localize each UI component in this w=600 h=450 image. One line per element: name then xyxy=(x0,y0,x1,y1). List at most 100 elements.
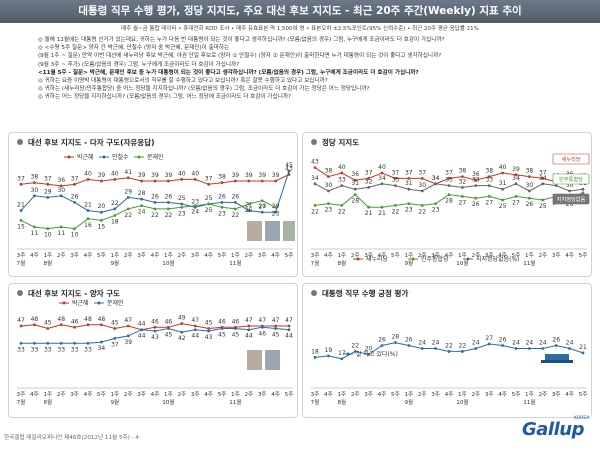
data-label: 47 xyxy=(191,317,199,324)
data-point xyxy=(100,210,103,214)
data-point xyxy=(180,322,184,325)
blue-house-icon xyxy=(545,354,569,360)
data-label: 33 xyxy=(57,346,65,353)
data-point xyxy=(153,179,157,183)
x-tick-label: 2주 xyxy=(471,391,480,398)
data-label: 36 xyxy=(351,171,359,178)
data-label: 43 xyxy=(151,334,159,341)
data-label: 25 xyxy=(539,203,547,210)
month-label: 11월 xyxy=(523,259,535,267)
data-point xyxy=(46,196,50,199)
data-label: 39 xyxy=(512,166,520,173)
data-label: 37 xyxy=(418,169,426,176)
data-label: 45 xyxy=(205,320,213,327)
x-tick-label: 5주 xyxy=(97,391,106,398)
gallup-logo-tag: KOREA xyxy=(574,416,590,421)
data-label: 36 xyxy=(472,171,480,178)
data-point xyxy=(474,178,478,182)
data-point xyxy=(207,182,211,186)
data-label: 22 xyxy=(111,200,119,207)
data-label: 48 xyxy=(98,316,106,323)
data-label: 26 xyxy=(71,193,79,200)
data-point xyxy=(461,186,464,189)
data-point xyxy=(19,324,23,328)
x-tick-label: 4주 xyxy=(324,391,333,398)
data-label: 20 xyxy=(365,345,373,352)
data-point xyxy=(113,178,117,181)
data-point xyxy=(394,204,397,207)
data-point xyxy=(461,350,464,353)
x-tick-label: 3주 xyxy=(258,391,267,398)
x-tick-label: 3주 xyxy=(311,391,320,398)
month-label: 11월 xyxy=(523,398,535,406)
data-point xyxy=(380,182,384,186)
legend-marker xyxy=(102,155,106,159)
x-tick-label: 4주 xyxy=(378,252,387,259)
data-label: 22 xyxy=(392,208,400,215)
x-tick-label: 2주 xyxy=(418,391,427,398)
data-point xyxy=(528,175,531,178)
data-label: 47 xyxy=(124,317,132,324)
data-point xyxy=(568,189,571,193)
data-point xyxy=(247,179,251,183)
x-tick-label: 4주 xyxy=(565,252,574,259)
data-label: 39 xyxy=(98,172,106,179)
data-label: 17 xyxy=(338,350,346,357)
legend-marker xyxy=(346,352,350,356)
data-label: 21 xyxy=(579,344,587,351)
data-label: 34 xyxy=(512,175,520,182)
data-label: 34 xyxy=(378,175,386,182)
data-label: 43 xyxy=(311,159,319,166)
data-point xyxy=(86,323,90,327)
data-point xyxy=(461,195,464,198)
data-label: 48 xyxy=(31,316,39,323)
data-point xyxy=(247,328,251,332)
data-label: 27 xyxy=(485,335,493,342)
data-point xyxy=(514,347,518,350)
data-label: 48 xyxy=(57,316,65,323)
data-point xyxy=(287,324,291,328)
data-point xyxy=(274,210,277,214)
data-point xyxy=(33,194,36,198)
data-label: 26 xyxy=(232,193,240,200)
x-tick-label: 2주 xyxy=(177,391,186,398)
footer-source: 한국갤럽 데일리오피니언 제46호(2012년 11월 5주) - 4 xyxy=(4,435,139,441)
x-tick-label: 5주 xyxy=(97,252,106,259)
data-point xyxy=(247,202,251,206)
x-tick-label: 1주 xyxy=(404,252,413,259)
data-point xyxy=(59,184,63,188)
data-label: 33 xyxy=(445,177,453,184)
data-label: 45 xyxy=(111,320,119,327)
data-label: 31 xyxy=(499,180,507,187)
data-point xyxy=(167,200,170,204)
x-tick-label: 4주 xyxy=(30,252,39,259)
data-point xyxy=(274,327,277,330)
data-label: 26 xyxy=(499,337,507,344)
data-label: 26 xyxy=(405,337,413,344)
data-point xyxy=(234,327,237,330)
data-point xyxy=(220,327,224,330)
x-tick-label: 1주 xyxy=(43,252,52,259)
data-point xyxy=(461,175,464,178)
survey-method: 매주 월~금 통합 데이터 • 휴대전화 RDD 조사 • 매주 유효표본 약 … xyxy=(121,26,479,32)
data-point xyxy=(86,217,90,221)
data-label: 26 xyxy=(378,337,386,344)
data-label: 24 xyxy=(512,339,520,346)
data-label: 21 xyxy=(378,210,386,217)
x-tick-label: 4주 xyxy=(151,252,160,259)
data-label: 33 xyxy=(31,346,39,353)
data-label: 30 xyxy=(418,182,426,189)
x-tick-label: 3주 xyxy=(137,252,146,259)
x-tick-label: 3주 xyxy=(485,391,494,398)
data-label: 47 xyxy=(285,317,293,324)
series-line xyxy=(20,200,276,230)
x-tick-label: 3주 xyxy=(431,252,440,259)
month-label: 7월 xyxy=(17,259,26,267)
x-tick-label: 1주 xyxy=(164,391,173,398)
question-notes: ◎ 올해 12월에는 대통령 선거가 있는데요, 귀하는 누가 다음 번 대통령… xyxy=(38,36,593,102)
data-point xyxy=(153,329,157,333)
data-point xyxy=(420,347,424,350)
data-point xyxy=(353,187,357,191)
data-label: 10 xyxy=(71,232,79,239)
data-label: 37 xyxy=(445,169,453,176)
